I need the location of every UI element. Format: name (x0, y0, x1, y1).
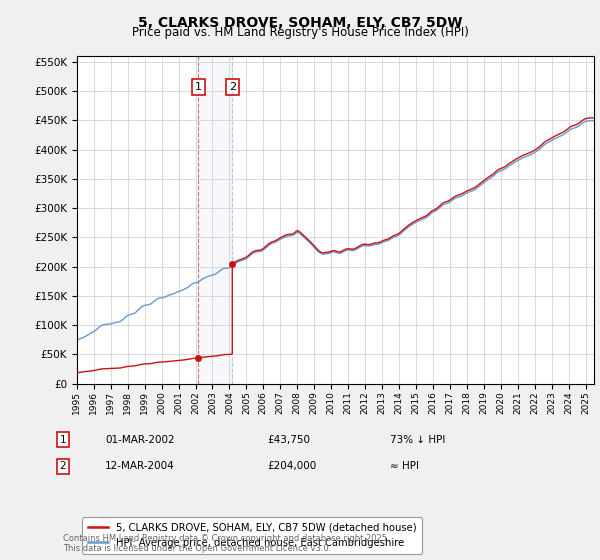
Text: 2: 2 (59, 461, 67, 472)
Text: £43,750: £43,750 (267, 435, 310, 445)
Text: Price paid vs. HM Land Registry's House Price Index (HPI): Price paid vs. HM Land Registry's House … (131, 26, 469, 39)
Text: 01-MAR-2002: 01-MAR-2002 (105, 435, 175, 445)
Text: 2: 2 (229, 82, 236, 92)
Text: 5, CLARKS DROVE, SOHAM, ELY, CB7 5DW: 5, CLARKS DROVE, SOHAM, ELY, CB7 5DW (138, 16, 462, 30)
Text: 1: 1 (59, 435, 67, 445)
Bar (199, 56, 232, 384)
Legend: 5, CLARKS DROVE, SOHAM, ELY, CB7 5DW (detached house), HPI: Average price, detac: 5, CLARKS DROVE, SOHAM, ELY, CB7 5DW (de… (82, 517, 422, 554)
Text: 1: 1 (195, 82, 202, 92)
Text: ≈ HPI: ≈ HPI (390, 461, 419, 472)
Text: 73% ↓ HPI: 73% ↓ HPI (390, 435, 445, 445)
Text: Contains HM Land Registry data © Crown copyright and database right 2025.
This d: Contains HM Land Registry data © Crown c… (63, 534, 389, 553)
Text: £204,000: £204,000 (267, 461, 316, 472)
Text: 12-MAR-2004: 12-MAR-2004 (105, 461, 175, 472)
